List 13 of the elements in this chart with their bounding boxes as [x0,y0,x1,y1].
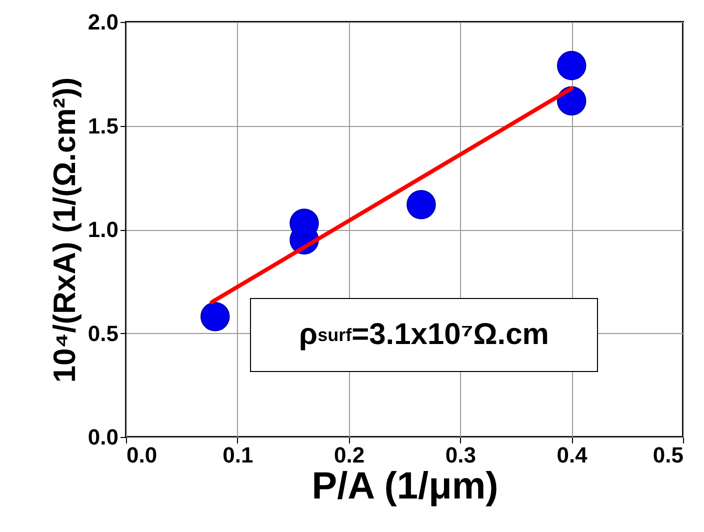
x-tick-label: 0.5 [652,442,684,468]
x-tick-label: 0.4 [556,442,588,468]
x-tick-label: 0.0 [126,442,158,468]
x-axis-title: P/A (1/μm) [312,466,498,508]
x-tick-label: 0.2 [334,442,365,468]
y-tick-label: 2.0 [88,10,118,34]
x-tick-label: 0.1 [222,442,254,468]
x-tick-label: 0.3 [445,442,476,468]
y-tick-label: 1.0 [88,217,118,242]
y-tick-label: 0.5 [88,320,118,346]
y-tick-label: 0.0 [88,424,118,450]
y-axis-title: 10⁴/(RxA) (1/(Ω.cm²)) [46,77,82,383]
y-tick-label: 1.5 [88,113,118,138]
